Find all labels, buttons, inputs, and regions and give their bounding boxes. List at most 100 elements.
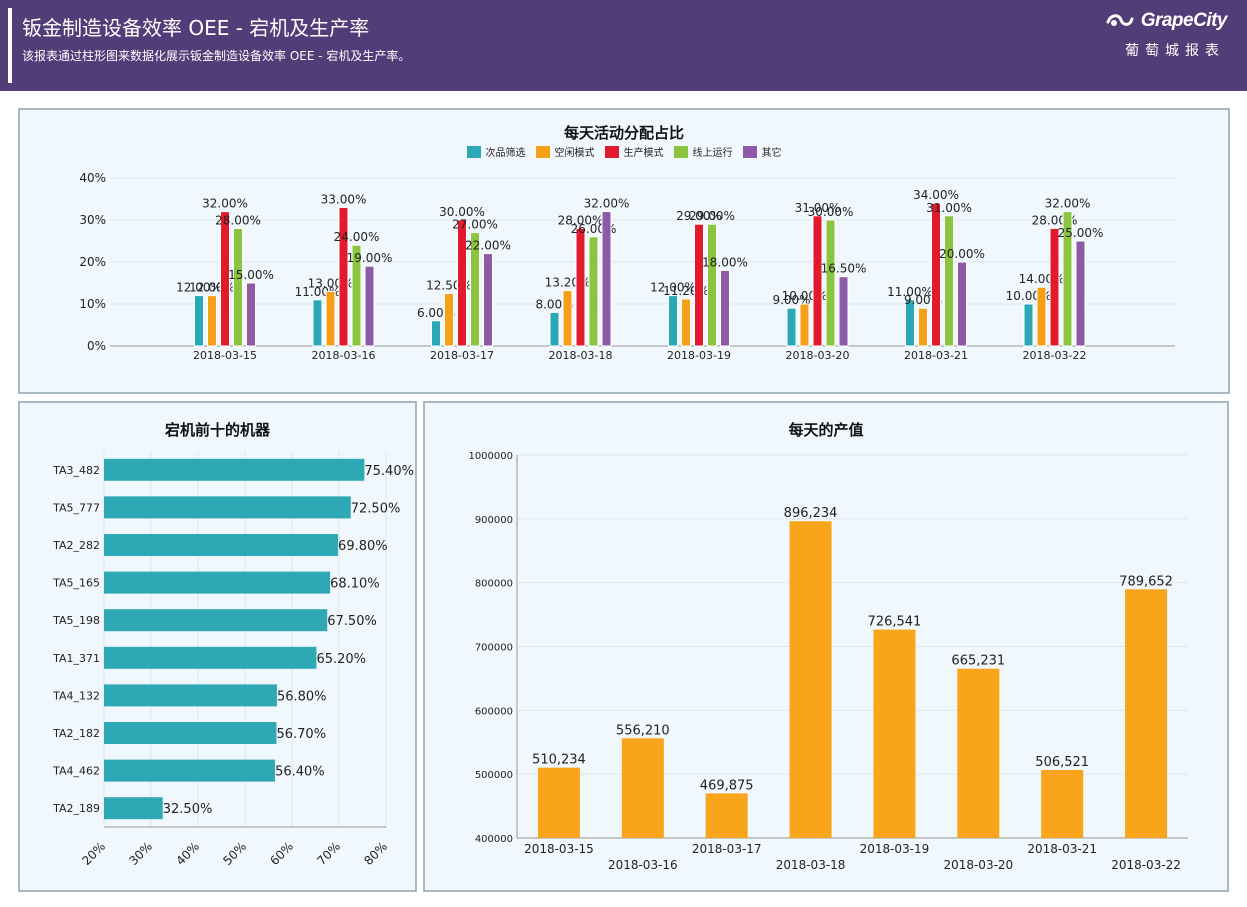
bar bbox=[694, 223, 704, 347]
x-tick-label: 20% bbox=[79, 839, 108, 868]
y-tick-label: 0% bbox=[87, 339, 106, 353]
data-label: 19.00% bbox=[347, 251, 393, 265]
bar bbox=[537, 767, 580, 838]
data-label: 665,231 bbox=[951, 654, 1005, 669]
grape-logo-icon bbox=[1106, 14, 1134, 26]
bar bbox=[720, 269, 730, 347]
x-tick-label: 30% bbox=[126, 839, 155, 868]
bar bbox=[364, 265, 375, 347]
data-label: 31.00% bbox=[795, 201, 841, 215]
data-label: 33.00% bbox=[321, 192, 367, 206]
bar bbox=[789, 521, 832, 838]
data-label: 56.70% bbox=[276, 727, 326, 742]
x-tick-label: 2018-03-16 bbox=[608, 858, 678, 872]
data-label: 24.00% bbox=[334, 230, 380, 244]
activity-chart-title: 每天活动分配占比 bbox=[563, 124, 684, 142]
legend-item: 其它 bbox=[742, 144, 782, 159]
header-accent-bar bbox=[8, 8, 12, 83]
bar bbox=[338, 206, 349, 347]
x-tick-label: 2018-03-16 bbox=[312, 349, 376, 362]
bar bbox=[705, 793, 748, 838]
x-tick-label: 2018-03-15 bbox=[193, 349, 257, 362]
y-tick-label: TA5_198 bbox=[52, 614, 100, 627]
bar bbox=[1041, 770, 1084, 838]
data-label: 29.00% bbox=[676, 209, 722, 223]
legend-swatch bbox=[604, 145, 619, 158]
y-tick-label: 40% bbox=[79, 171, 106, 185]
data-label: 726,541 bbox=[868, 615, 922, 630]
x-tick-label: 2018-03-17 bbox=[430, 349, 494, 362]
y-tick-label: 600000 bbox=[475, 706, 513, 717]
data-label: 32.50% bbox=[163, 802, 213, 817]
x-tick-label: 60% bbox=[267, 839, 296, 868]
bar bbox=[104, 534, 339, 556]
y-tick-label: 500000 bbox=[475, 770, 513, 781]
report-subtitle: 该报表通过柱形图来数据化展示钣金制造设备效率 OEE - 宕机及生产率。 bbox=[22, 49, 411, 63]
y-tick-label: TA4_462 bbox=[52, 765, 100, 778]
bar bbox=[470, 232, 480, 347]
data-label: 30.00% bbox=[439, 205, 485, 219]
bar bbox=[621, 738, 664, 838]
bar bbox=[825, 219, 836, 347]
bar bbox=[601, 211, 612, 347]
data-label: 20.00% bbox=[939, 247, 985, 261]
bar bbox=[668, 295, 678, 347]
legend-item: 次品筛选 bbox=[466, 144, 526, 159]
daily-output-panel: 每天的产值 400000 500000 600000 700000 800000 9000… bbox=[423, 401, 1229, 892]
bar bbox=[1075, 240, 1086, 347]
data-label: 12.00% bbox=[650, 281, 696, 295]
y-tick-label: TA3_482 bbox=[52, 464, 100, 477]
bar bbox=[104, 797, 163, 820]
x-tick-label: 2018-03-21 bbox=[904, 349, 968, 362]
x-tick-label: 2018-03-22 bbox=[1023, 349, 1087, 362]
brand-logo: GrapeCity 葡萄城报表 bbox=[1087, 10, 1228, 70]
data-label: 15.00% bbox=[228, 268, 274, 282]
legend-label: 生产模式 bbox=[623, 148, 664, 159]
report-title: 钣金制造设备效率 OEE - 宕机及生产率 bbox=[22, 16, 370, 40]
activity-share-chart: 0% 10% 20% 30% 40% 2018-03-15 12.00% 12.00% 32.0… bbox=[79, 171, 1175, 362]
x-tick-label: 40% bbox=[173, 839, 202, 868]
bar bbox=[233, 227, 243, 347]
data-label: 67.50% bbox=[327, 614, 377, 629]
legend-label: 次品筛选 bbox=[485, 148, 526, 159]
x-tick-label: 2018-03-21 bbox=[1027, 842, 1097, 856]
bar bbox=[104, 496, 351, 519]
y-tick-label: TA5_165 bbox=[52, 577, 100, 590]
x-tick-label: 2018-03-19 bbox=[667, 349, 731, 362]
data-label: 11.00% bbox=[887, 285, 933, 299]
legend-swatch bbox=[535, 145, 550, 158]
brand-logo-row: GrapeCity bbox=[1105, 10, 1228, 32]
bar bbox=[786, 307, 797, 347]
legend-label: 线上运行 bbox=[692, 148, 733, 159]
data-label: 22.00% bbox=[465, 239, 511, 253]
bar bbox=[104, 759, 276, 782]
bar bbox=[457, 219, 467, 347]
bar bbox=[104, 571, 331, 594]
data-label: 68.10% bbox=[330, 577, 380, 592]
data-label: 27.00% bbox=[452, 218, 498, 232]
daily-output-chart: 400000 500000 600000 700000 800000 900000 1000… bbox=[468, 451, 1188, 872]
x-tick-label: 2018-03-17 bbox=[692, 842, 762, 856]
brand-name: GrapeCity bbox=[1140, 10, 1228, 31]
y-tick-label: 800000 bbox=[475, 579, 513, 590]
x-tick-label: 70% bbox=[314, 839, 343, 868]
legend-item: 生产模式 bbox=[604, 144, 664, 159]
data-label: 56.40% bbox=[275, 765, 325, 780]
y-tick-label: 30% bbox=[79, 213, 106, 227]
data-label: 75.40% bbox=[364, 464, 414, 479]
legend-item: 空闲模式 bbox=[535, 144, 595, 159]
y-tick-label: TA2_282 bbox=[52, 539, 100, 552]
data-label: 31.00% bbox=[926, 201, 972, 215]
bar bbox=[483, 253, 493, 347]
y-tick-label: 10% bbox=[79, 297, 106, 311]
y-tick-label: 20% bbox=[79, 255, 106, 269]
activity-share-panel: 每天活动分配占比 次品筛选 空闲模式 生产模式 线上运行 其它 0% 10% 20% 30% 4… bbox=[18, 108, 1230, 394]
activity-legend: 次品筛选 空闲模式 生产模式 线上运行 其它 bbox=[20, 144, 1228, 159]
data-label: 56.80% bbox=[277, 689, 327, 704]
bar bbox=[444, 293, 454, 347]
bar bbox=[1125, 589, 1168, 838]
y-tick-label: 900000 bbox=[475, 515, 513, 526]
data-label: 556,210 bbox=[616, 723, 670, 738]
bar bbox=[104, 684, 277, 707]
x-tick-label: 2018-03-20 bbox=[786, 349, 850, 362]
